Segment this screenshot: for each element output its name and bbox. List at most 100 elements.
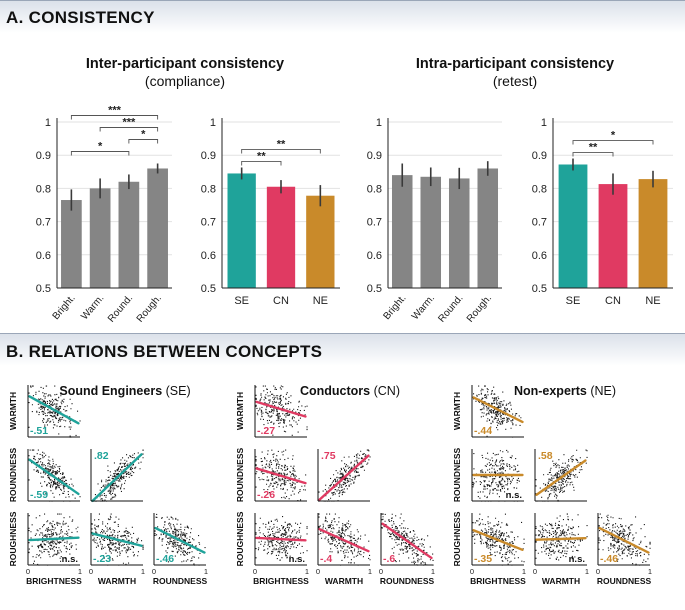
x-tick-label: 1 — [585, 567, 589, 576]
significance-bracket — [99, 127, 159, 132]
bar-NE — [638, 179, 668, 288]
significance-label: ** — [277, 138, 286, 150]
bar-Warm. — [420, 176, 442, 288]
y-tick-label: 0.5 — [532, 283, 547, 295]
correlation-label: -.44 — [474, 425, 492, 437]
x-tick-label: 1 — [78, 567, 82, 576]
correlation-label: -.46 — [156, 553, 174, 565]
regression-line — [381, 522, 433, 560]
scatter-panel: n.s. — [254, 513, 308, 566]
regression-line — [472, 529, 524, 552]
group-name-cn: Conductors — [299, 384, 371, 398]
y-tick-label: 0.5 — [36, 283, 51, 295]
bar-chart-1: 0.5 0.6 0.7 0.8 0.9 1 Bright. Warm. Round. Rough.… — [36, 105, 172, 325]
x-tick-label: CN — [605, 295, 621, 307]
x-tick-label: NE — [645, 295, 660, 307]
y-tick-label: 1 — [210, 117, 216, 129]
scatter-panel: -.46 — [597, 513, 651, 566]
y-tick-label: 0.8 — [367, 183, 382, 195]
x-tick-label: Rough. — [465, 293, 494, 325]
scatter-panel: -.59 — [27, 449, 81, 502]
bar-NE — [306, 195, 335, 288]
bar-CN — [598, 184, 628, 288]
x-tick-label: CN — [273, 295, 289, 307]
scatter-points — [255, 385, 308, 436]
x-tick-label: 1 — [648, 567, 652, 576]
y-tick-label: 0.8 — [36, 183, 51, 195]
regression-line — [255, 400, 307, 418]
y-tick-label: 0.7 — [36, 217, 51, 229]
regression-line — [598, 526, 650, 554]
group-title-ne: Non-experts (NE) — [470, 384, 660, 398]
x-tick-label: 0 — [152, 567, 156, 576]
y-tick-label: 0.6 — [532, 250, 547, 262]
regression-line — [318, 527, 370, 553]
x-tick-label: Rough. — [135, 293, 164, 325]
y-tick-label: 0.6 — [201, 250, 216, 262]
bar-Warm. — [89, 188, 111, 288]
intra-consistency-title: Intra-participant consistency — [415, 56, 615, 72]
x-tick-label: 0 — [316, 567, 320, 576]
y-tick-label: 1 — [45, 117, 51, 129]
significance-label: *** — [108, 105, 122, 117]
column-label: ROUNDNESS — [597, 576, 652, 586]
x-tick-label: 1 — [368, 567, 372, 576]
x-tick-label: 0 — [26, 567, 30, 576]
x-tick-label: SE — [234, 295, 249, 307]
scatter-panel: -.44 — [471, 385, 524, 438]
group-title-se: Sound Engineers (SE) — [30, 384, 220, 398]
correlation-label: .75 — [321, 450, 336, 462]
scatter-panel: -.26 — [254, 449, 307, 502]
scatter-panel: .82 — [90, 449, 144, 503]
ns-label: n.s. — [506, 490, 522, 501]
regression-line — [255, 536, 307, 542]
significance-bracket — [70, 115, 159, 120]
regression-line — [535, 459, 587, 496]
x-tick-label: 1 — [204, 567, 208, 576]
correlation-label: -.51 — [30, 425, 48, 437]
regression-line — [535, 536, 587, 541]
bar-chart-3: 0.5 0.6 0.7 0.8 0.9 1 Bright. Warm. Round. Rough. — [367, 117, 502, 325]
y-tick-label: 0.9 — [532, 150, 547, 162]
row-label: WARMTH — [8, 392, 18, 430]
section-a-header: A. CONSISTENCY — [0, 0, 685, 33]
significance-bracket — [241, 161, 282, 166]
correlation-label: -.35 — [474, 553, 492, 565]
ns-label: n.s. — [569, 554, 585, 565]
significance-bracket — [241, 149, 321, 154]
group-title-cn: Conductors (CN) — [255, 384, 445, 398]
scatter-panel: -.6 — [380, 513, 434, 566]
y-tick-label: 0.5 — [201, 283, 216, 295]
correlation-label: -.26 — [257, 489, 275, 501]
x-tick-label: Round. — [436, 293, 465, 325]
regression-line — [28, 458, 80, 496]
bar-Round. — [448, 178, 470, 288]
significance-label: * — [141, 129, 146, 141]
scatter-points — [318, 513, 371, 566]
x-tick-label: Bright. — [51, 293, 78, 322]
significance-label: ** — [589, 142, 598, 154]
group-abbr-se: (SE) — [165, 384, 191, 398]
scatter-points — [154, 513, 206, 566]
correlation-label: -.46 — [600, 553, 618, 565]
x-tick-label: 0 — [253, 567, 257, 576]
scatter-points — [472, 513, 525, 566]
regression-line — [28, 536, 80, 542]
row-label: WARMTH — [452, 392, 462, 430]
scatter-panel: .58 — [534, 449, 588, 502]
regression-line — [91, 453, 143, 503]
group-name-se: Sound Engineers — [59, 384, 163, 398]
y-tick-label: 1 — [541, 117, 547, 129]
bar-Bright. — [61, 200, 82, 288]
scatter-panel: -.27 — [254, 385, 308, 438]
row-label: ROUGHNESS — [452, 511, 462, 566]
group-abbr-ne: (NE) — [590, 384, 617, 398]
intra-consistency-subtitle: (retest) — [492, 73, 538, 89]
column-label: ROUNDNESS — [153, 576, 208, 586]
row-label: ROUGHNESS — [235, 511, 245, 566]
column-label: WARMTH — [542, 576, 580, 586]
